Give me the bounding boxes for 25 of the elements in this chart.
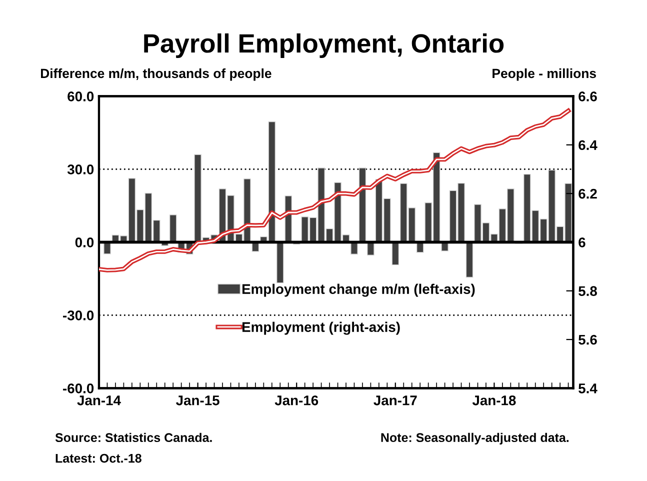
y2-tick-label: 5.8 (578, 286, 597, 296)
legend-label: Employment change m/m (left-axis) (242, 284, 475, 297)
y-tick-label: 30.0 (67, 164, 94, 174)
legend-label: Employment (right-axis) (242, 322, 400, 335)
x-tick-label: Jan-15 (176, 396, 220, 406)
x-tick-label: Jan-18 (472, 395, 516, 406)
text: Latest: Oct.-18 (56, 454, 142, 463)
chart-title: Payroll Employment, Ontario (144, 33, 504, 58)
x-tick-label: Jan-17 (374, 396, 417, 406)
y2-tick-label: 6.2 (578, 188, 597, 199)
y-tick-label: -30.0 (63, 310, 94, 320)
y2-tick-label: 6.4 (578, 140, 598, 150)
y-tick-label: 0.0 (75, 238, 94, 248)
y-axis-title: Difference m/m, thousands of people (40, 68, 272, 81)
y-tick-label: 60.0 (68, 92, 94, 102)
y2-tick-label: 6.6 (578, 92, 597, 102)
x-tick-label: Jan-14 (77, 396, 121, 406)
x-tick-label: Jan-16 (274, 395, 318, 406)
text: Note: Seasonally-adjusted data. (381, 432, 569, 444)
source-note: Source: Statistics Canada. (55, 432, 212, 442)
y-tick-label: -60.0 (63, 384, 94, 394)
y2-tick-label: 5.4 (578, 384, 598, 394)
y2-axis-title: People - millions (492, 68, 596, 81)
y2-tick-label: 6 (578, 238, 586, 248)
y2-tick-label: 5.6 (578, 334, 597, 345)
